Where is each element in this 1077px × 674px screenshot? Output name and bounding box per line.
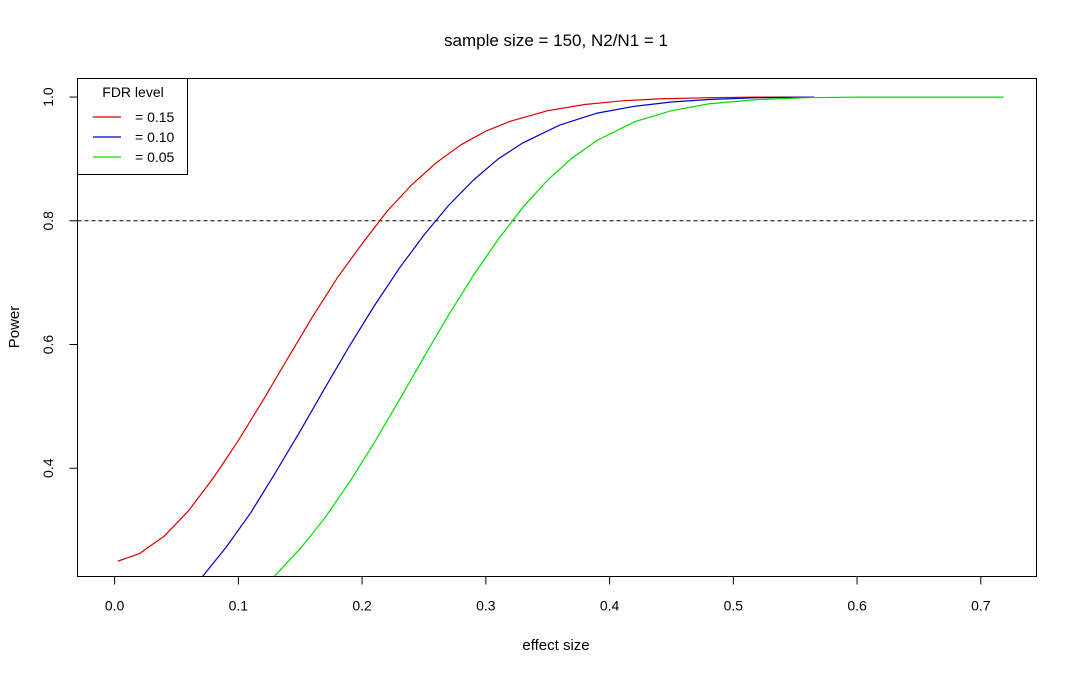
x-tick-label-0: 0.0 — [105, 598, 125, 614]
plot-content — [77, 96, 1037, 577]
legend-label-0: = 0.15 — [135, 109, 175, 125]
y-tick-label-1: 0.6 — [40, 335, 56, 355]
x-tick-label-4: 0.4 — [600, 598, 620, 614]
legend-title: FDR level — [102, 84, 163, 100]
legend-label-2: = 0.05 — [135, 149, 175, 165]
x-tick-label-2: 0.2 — [352, 598, 372, 614]
legend-box — [77, 78, 188, 175]
x-tick-label-7: 0.7 — [971, 598, 991, 614]
x-tick-label-6: 0.6 — [847, 598, 867, 614]
x-tick-label-5: 0.5 — [724, 598, 744, 614]
series-line-0 — [117, 96, 815, 562]
y-tick-label-3: 1.0 — [40, 87, 56, 107]
plot-frame — [77, 78, 1037, 577]
legend-label-1: = 0.10 — [135, 129, 175, 145]
y-axis: 0.4 0.6 0.8 1.0 — [40, 87, 78, 478]
y-axis-label: Power — [6, 306, 23, 349]
x-tick-label-3: 0.3 — [476, 598, 496, 614]
chart-title: sample size = 150, N2/N1 = 1 — [444, 31, 668, 50]
series-line-1 — [201, 96, 815, 577]
x-axis-label: effect size — [522, 637, 589, 654]
y-tick-label-2: 0.8 — [40, 211, 56, 231]
x-axis: 0.0 0.1 0.2 0.3 0.4 0.5 0.6 0.7 — [105, 576, 991, 614]
x-tick-label-1: 0.1 — [229, 598, 249, 614]
series-line-2 — [273, 96, 1004, 577]
legend: FDR level = 0.15 = 0.10 = 0.05 — [77, 78, 188, 175]
y-tick-label-0: 0.4 — [40, 458, 56, 478]
